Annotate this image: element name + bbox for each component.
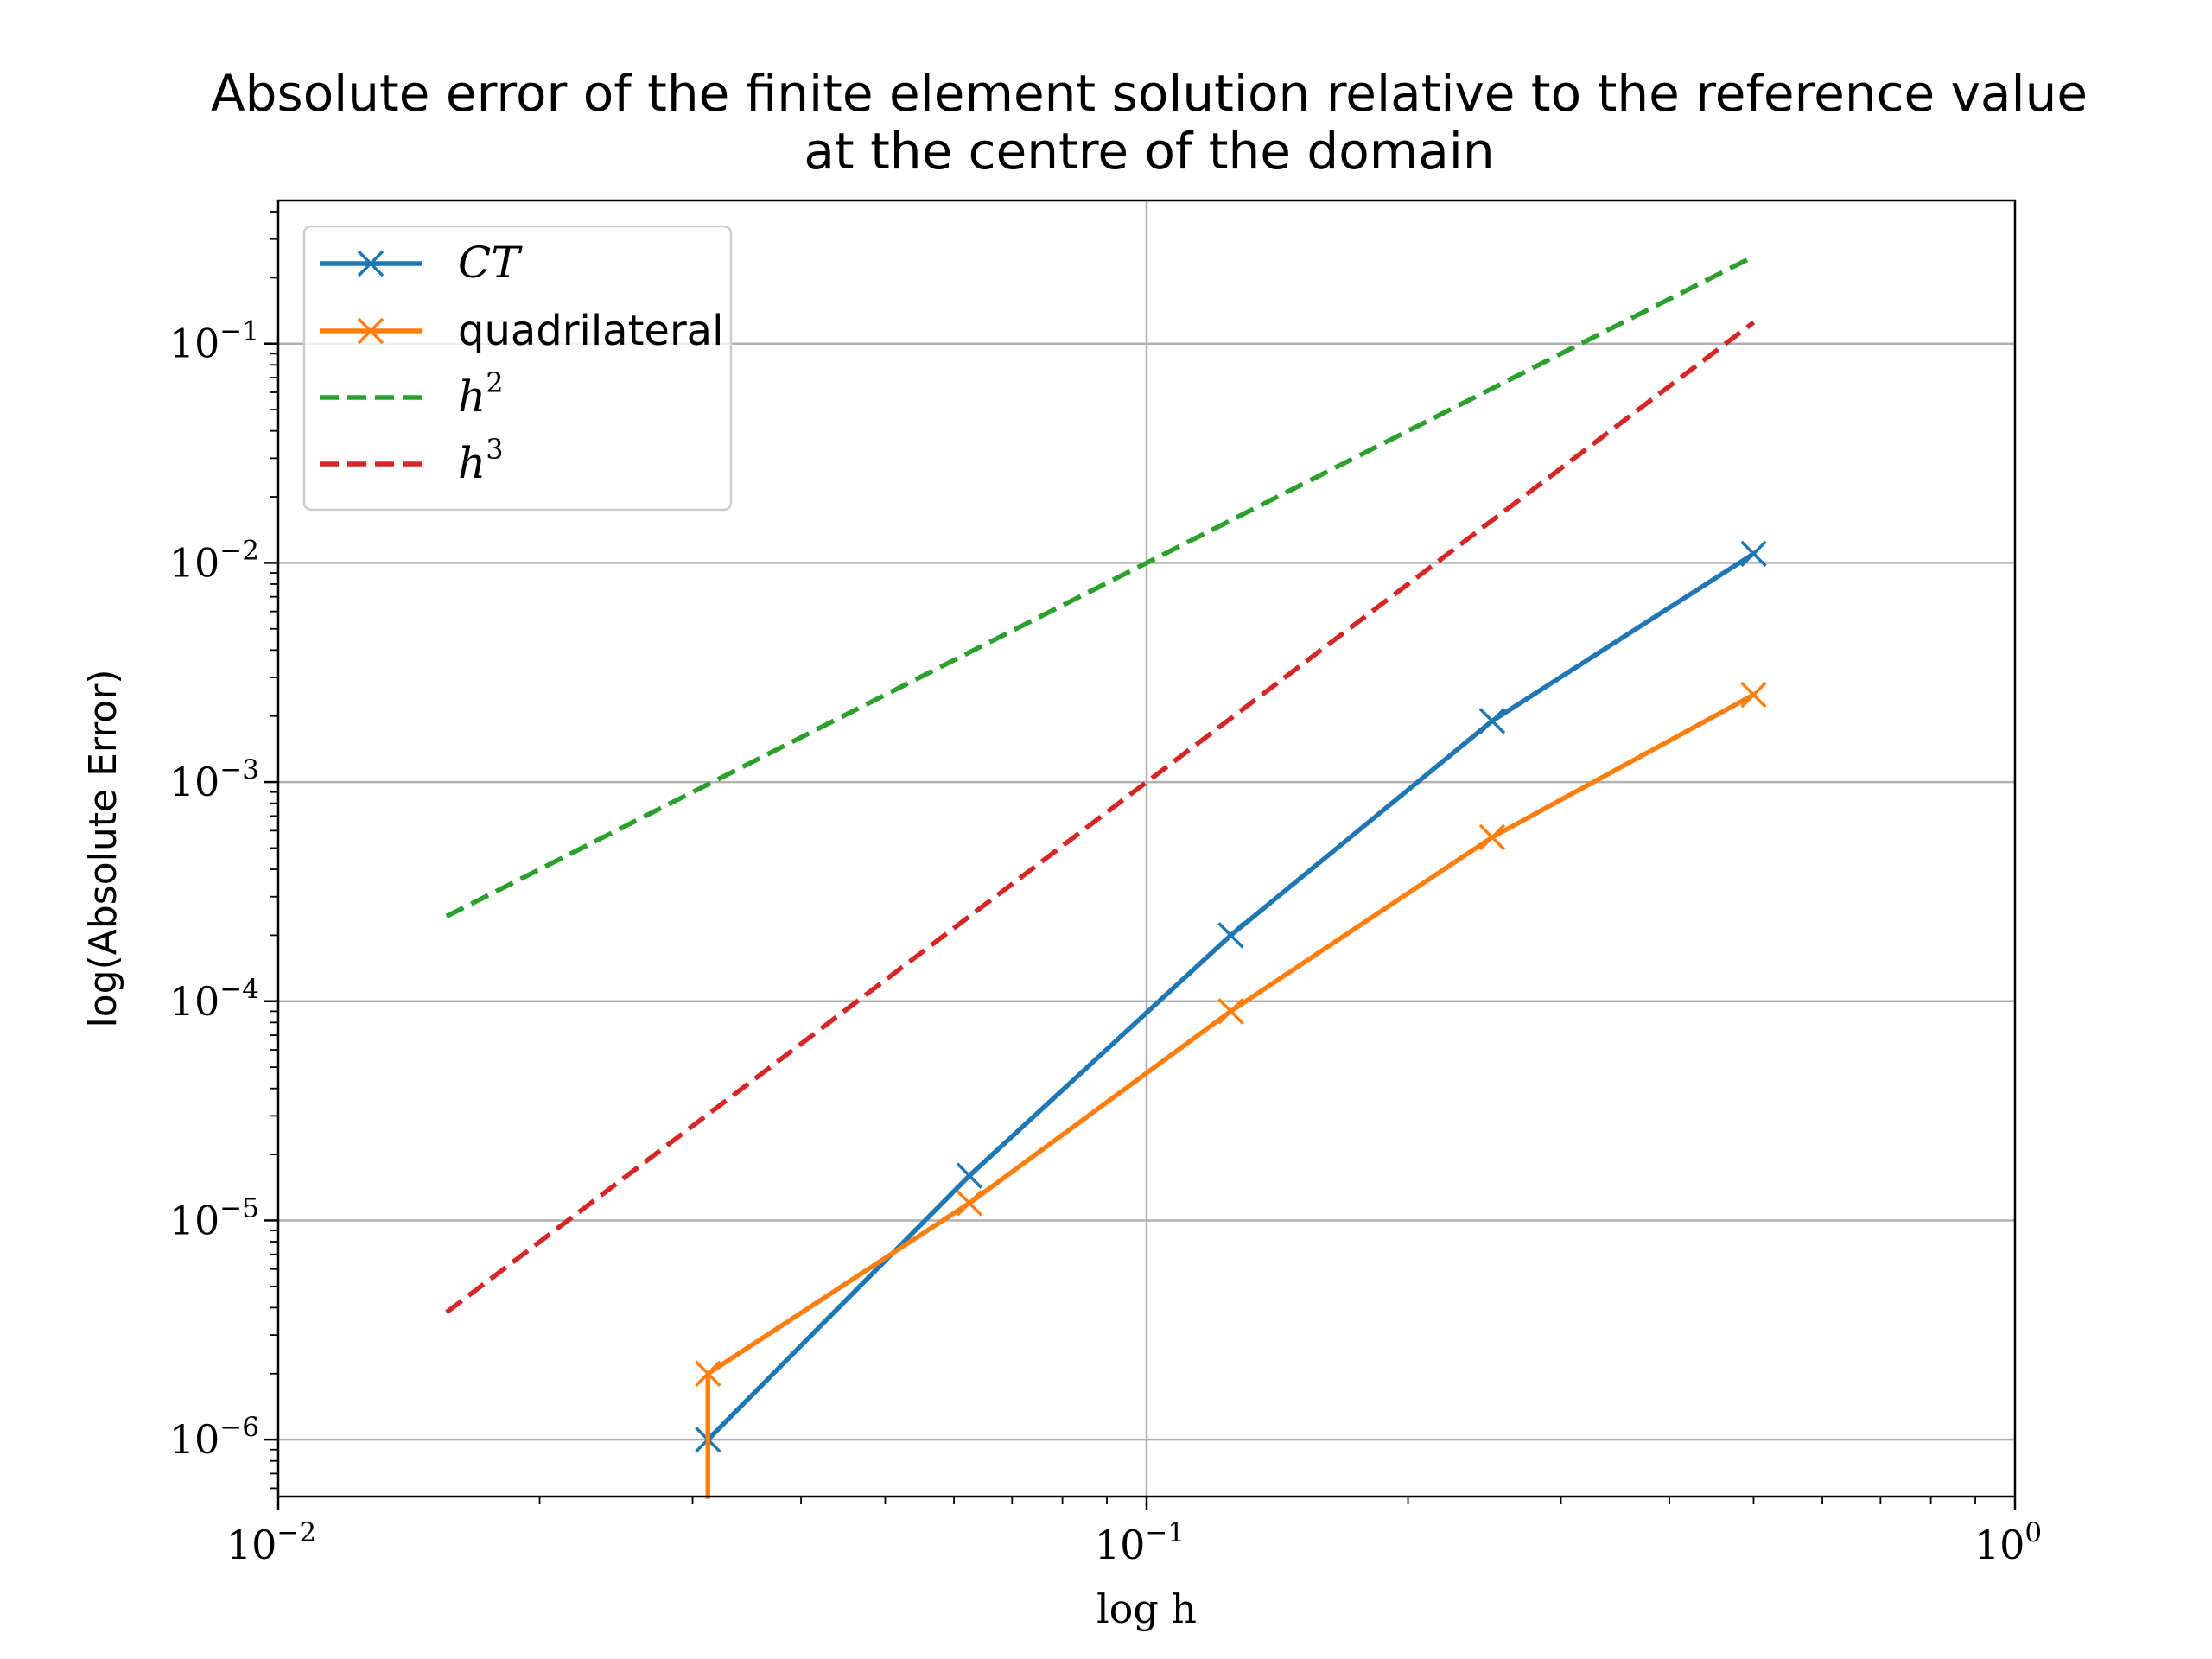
series-1-marker — [956, 1190, 983, 1217]
y-tick-label: 10−6 — [169, 1412, 259, 1463]
series-layer — [445, 254, 1767, 1499]
y-tick-label: 10−4 — [169, 974, 259, 1025]
legend: CT quadrilateral h2 h3 — [302, 225, 733, 512]
x-tick-label: 100 — [1974, 1517, 2042, 1568]
legend-box — [302, 225, 733, 512]
legend-marker-0 — [357, 250, 385, 277]
series-line-1 — [705, 691, 1758, 1499]
series-1-marker — [1217, 998, 1244, 1025]
axis-ticks — [264, 211, 2017, 1510]
series-0-marker — [1740, 540, 1767, 568]
legend-label-1: quadrilateral — [458, 307, 723, 355]
y-tick-label: 10−2 — [169, 535, 259, 586]
chart-title-line-2: at the centre of the domain — [804, 122, 1494, 181]
series-line-2 — [445, 254, 1755, 918]
series-0-marker — [1217, 922, 1244, 949]
series-1-marker — [1478, 823, 1506, 851]
x-axis-label: log h — [1096, 1586, 1197, 1632]
x-tick-label: 10−1 — [1095, 1517, 1185, 1568]
legend-label-3: h3 — [458, 433, 504, 488]
y-tick-label: 10−3 — [169, 754, 259, 805]
legend-label-0: CT — [458, 238, 523, 288]
chart-title-line-1: Absolute error of the finite element sol… — [211, 64, 2088, 123]
series-0-marker — [1478, 708, 1506, 734]
series-0-marker — [956, 1162, 983, 1189]
legend-marker-1 — [357, 317, 385, 345]
y-axis-label: log(Absolute Error) — [81, 670, 125, 1028]
legend-label-2: h2 — [458, 366, 504, 422]
series-1-marker — [1740, 681, 1767, 709]
y-tick-label: 10−5 — [169, 1192, 259, 1243]
series-line-3 — [445, 320, 1756, 1314]
y-tick-label: 10−1 — [169, 316, 259, 367]
series-1-marker — [695, 1360, 721, 1388]
axis-tick-labels: 10−2 10−1 100 10−6 10−5 10−4 10−3 10−2 10−1 — [169, 316, 2042, 1568]
x-tick-label: 10−2 — [226, 1517, 316, 1568]
